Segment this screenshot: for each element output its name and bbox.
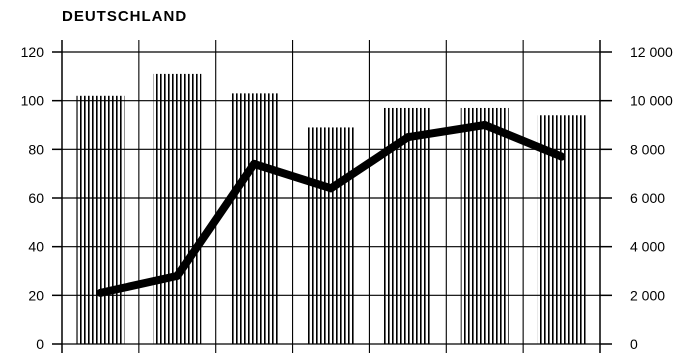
right-tick-label-2: 4 000 (630, 239, 665, 255)
left-tick-label-2: 40 (28, 239, 44, 255)
line-point-1 (96, 288, 105, 297)
axes-group (52, 40, 612, 353)
line-group (96, 121, 566, 297)
left-tick-label-6: 120 (21, 44, 45, 60)
left-tick-label-1: 20 (28, 287, 44, 303)
bar-2 (153, 73, 202, 345)
bar-3 (230, 93, 279, 344)
bar-1 (76, 95, 125, 344)
line-point-5 (403, 133, 412, 142)
right-tick-label-1: 2 000 (630, 287, 665, 303)
line-point-7 (557, 152, 566, 161)
line-point-3 (250, 159, 259, 168)
line-point-4 (327, 184, 335, 193)
left-tick-label-3: 60 (28, 190, 44, 206)
right-tick-label-5: 10 000 (630, 93, 673, 109)
left-tick-label-0: 0 (36, 336, 44, 352)
bar-4 (307, 127, 355, 344)
right-tick-label-0: 0 (630, 336, 638, 352)
line-point-2 (173, 271, 182, 280)
chart-title: DEUTSCHLAND (62, 8, 188, 25)
bar-5 (383, 107, 432, 344)
bar-6 (460, 107, 509, 344)
right-tick-label-6: 12 000 (630, 44, 673, 60)
line-point-6 (480, 121, 489, 129)
tick-labels-group: 0 20 40 60 80 100 120 0 2 000 4 000 6 000 8 000 10 0… (21, 44, 673, 352)
left-tick-label-5: 100 (21, 93, 45, 109)
left-tick-label-4: 80 (28, 141, 44, 157)
right-tick-label-4: 8 000 (630, 141, 665, 157)
grid-group (62, 40, 600, 353)
right-tick-label-3: 6 000 (630, 190, 665, 206)
bars-group (76, 73, 586, 345)
